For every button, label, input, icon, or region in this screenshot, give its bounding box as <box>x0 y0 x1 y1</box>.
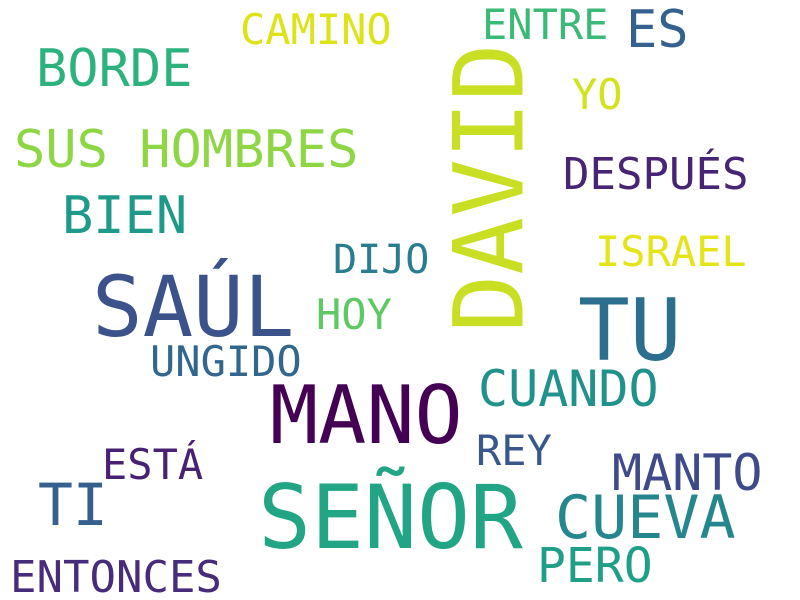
word-ungido: UNGIDO <box>150 337 302 386</box>
word-senor: SEÑOR <box>258 466 523 569</box>
word-david: DAVID <box>433 43 546 333</box>
word-hoy: HOY <box>316 290 392 339</box>
word-sus-hombres: SUS HOMBRES <box>14 120 359 180</box>
word-ti: TI <box>38 471 108 539</box>
word-despues: DESPUÉS <box>563 149 749 200</box>
word-tu: TU <box>578 281 682 381</box>
word-borde: BORDE <box>36 39 193 99</box>
word-israel: ISRAEL <box>595 227 747 276</box>
word-cuando: CUANDO <box>478 360 659 418</box>
word-yo: YO <box>572 70 623 119</box>
word-es: ES <box>626 0 689 60</box>
word-entonces: ENTONCES <box>10 552 222 600</box>
word-saul: SAÚL <box>92 258 295 356</box>
word-mano: MANO <box>270 369 463 462</box>
word-camino: CAMINO <box>240 5 392 54</box>
word-manto: MANTO <box>612 444 763 502</box>
word-entre: ENTRE <box>482 0 609 49</box>
word-esta: ESTÁ <box>102 440 204 489</box>
word-bien: BIEN <box>62 186 188 246</box>
word-cueva: CUEVA <box>555 483 736 553</box>
word-dijo: DIJO <box>333 237 430 283</box>
word-pero: PERO <box>537 538 653 594</box>
word-rey: REY <box>476 426 552 475</box>
